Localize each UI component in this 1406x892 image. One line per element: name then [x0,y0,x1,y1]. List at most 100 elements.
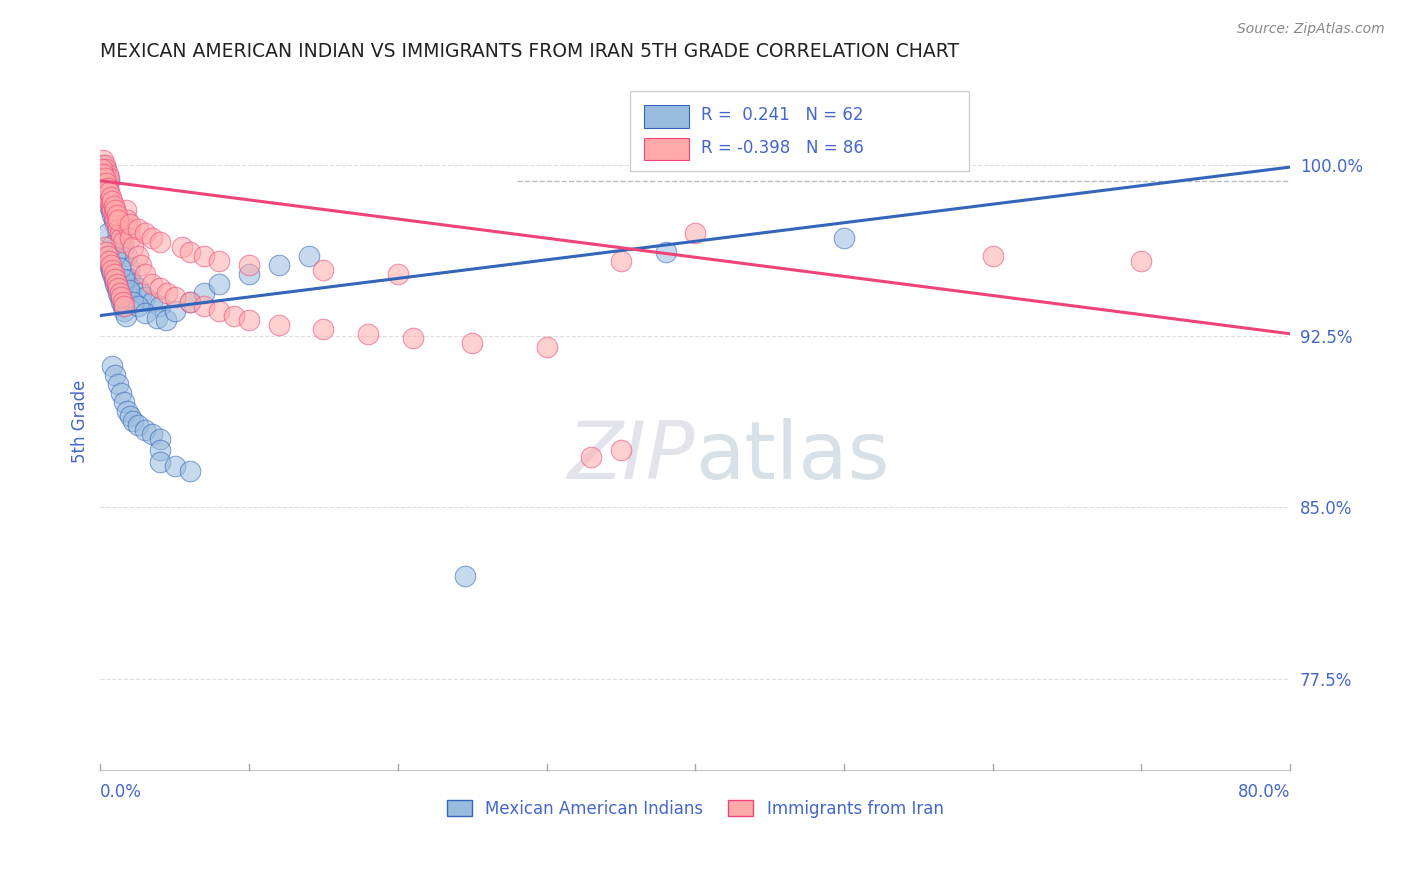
Point [127,418,149,433]
Point [149,281,172,295]
Point [387,268,409,282]
Point [115,212,138,227]
Point [91,180,114,194]
Point [610,443,633,458]
Point [97,194,120,209]
Point [96,176,118,190]
Point [91,176,114,190]
Legend: Mexican American Indians, Immigrants from Iran: Mexican American Indians, Immigrants fro… [440,793,950,824]
Point [610,253,633,268]
Point [98,258,121,272]
Point [111,294,134,309]
Point [110,386,132,401]
Point [103,272,125,286]
Point [98,194,121,209]
Point [122,413,145,427]
Point [97,167,120,181]
Point [105,217,128,231]
Point [179,244,201,259]
Point [141,427,163,442]
Point [981,249,1004,263]
Point [100,199,122,213]
Point [832,231,855,245]
Point [179,294,201,309]
Point [134,290,156,304]
Point [267,258,290,272]
Point [141,294,163,309]
Point [108,285,131,300]
Text: R = -0.398   N = 86: R = -0.398 N = 86 [702,139,865,157]
Point [96,167,118,181]
Point [105,208,128,222]
Point [100,258,122,272]
Point [101,237,124,252]
Point [134,423,156,437]
Point [127,299,149,313]
Point [193,249,215,263]
Point [117,284,139,298]
Point [120,231,142,245]
Point [97,180,120,194]
Point [312,322,335,336]
Point [98,171,121,186]
Point [108,231,131,245]
Point [107,221,129,235]
Point [100,263,122,277]
Point [134,306,156,320]
Point [179,464,201,478]
Point [97,249,120,263]
Point [122,277,145,291]
Text: R =  0.241   N = 62: R = 0.241 N = 62 [702,106,863,124]
Point [104,277,127,291]
FancyBboxPatch shape [644,137,689,161]
Point [107,281,129,295]
Point [104,368,127,382]
Point [117,260,139,275]
Point [461,335,484,350]
Point [101,208,124,222]
Point [100,203,122,218]
Point [110,235,132,250]
Point [149,443,172,458]
Point [163,290,186,304]
Point [107,227,129,241]
Point [107,285,129,300]
Point [108,260,131,275]
Point [101,268,124,282]
Point [111,240,134,254]
Point [163,304,186,318]
Point [94,180,117,194]
Point [97,253,120,268]
Point [454,569,477,583]
Point [97,171,120,186]
Point [101,263,124,277]
Point [98,199,121,213]
Point [108,290,131,304]
Point [101,359,124,373]
Point [172,240,194,254]
Point [112,395,135,409]
Point [117,221,139,235]
Point [193,299,215,313]
Point [114,203,136,218]
Point [120,409,142,423]
Point [90,162,112,177]
Text: atlas: atlas [695,417,890,496]
FancyBboxPatch shape [630,91,969,171]
Point [134,227,156,241]
Point [129,285,152,300]
Point [96,190,118,204]
Point [1130,253,1153,268]
Point [208,277,231,291]
Point [120,272,142,286]
Point [127,221,149,235]
Point [112,299,135,313]
Text: ZIP: ZIP [568,417,695,496]
Point [94,162,117,177]
Point [101,194,124,209]
Point [115,249,138,263]
FancyBboxPatch shape [644,104,689,128]
Point [683,227,706,241]
Point [111,235,134,250]
Point [97,227,120,241]
